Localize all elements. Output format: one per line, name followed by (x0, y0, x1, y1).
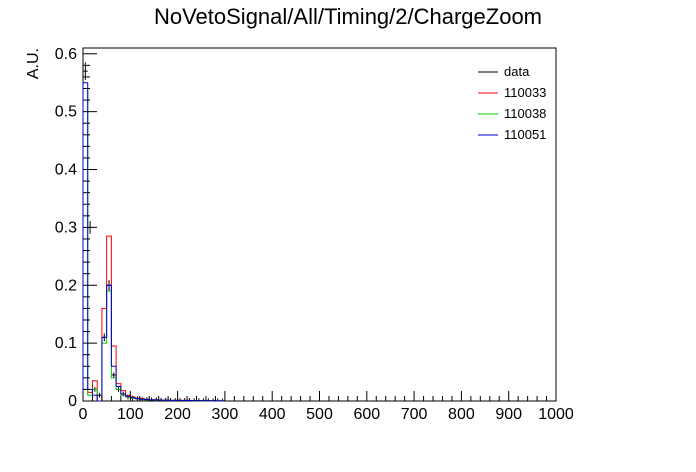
y-tick-label: 0.1 (55, 335, 77, 352)
y-tick-label: 0.5 (55, 104, 77, 121)
y-tick-label: 0.3 (55, 219, 77, 236)
y-axis-label: A.U. (25, 48, 42, 79)
x-tick-label: 200 (164, 406, 191, 423)
x-tick-label: 500 (306, 406, 333, 423)
x-tick-label: 300 (212, 406, 239, 423)
series-line-110033 (82, 235, 226, 402)
series-110038 (82, 88, 226, 402)
x-tick-label: 600 (353, 406, 380, 423)
y-tick-label: 0 (68, 393, 77, 410)
plot-frame (82, 47, 557, 402)
series-data (83, 62, 225, 402)
y-tick-label: 0.2 (55, 277, 77, 294)
legend-label: 110033 (504, 85, 546, 100)
legend-label: data (504, 64, 530, 79)
legend: data 110033 110038 110051 (478, 64, 546, 142)
series-line-110051 (82, 82, 226, 402)
x-tick-label: 100 (117, 406, 144, 423)
y-tick-label: 0.4 (55, 162, 77, 179)
series-110051 (82, 82, 226, 402)
x-tick-label: 1000 (538, 406, 574, 423)
axes-layer: 0 100 200 300 400 500 600 700 800 900 1000 0 0.1 0.2 0… (55, 46, 574, 423)
legend-label: 110038 (504, 106, 546, 121)
x-tick-label: 0 (79, 406, 88, 423)
series-110033 (82, 235, 226, 402)
x-tick-label: 700 (401, 406, 428, 423)
x-tick-label: 900 (495, 406, 522, 423)
series-line-110038 (82, 88, 226, 402)
y-tick-label: 0.6 (55, 46, 77, 63)
chart-title: NoVetoSignal/All/Timing/2/ChargeZoom (154, 4, 542, 29)
series-layer (82, 62, 226, 402)
legend-label: 110051 (504, 127, 546, 142)
x-tick-label: 800 (448, 406, 475, 423)
x-tick-label: 400 (259, 406, 286, 423)
